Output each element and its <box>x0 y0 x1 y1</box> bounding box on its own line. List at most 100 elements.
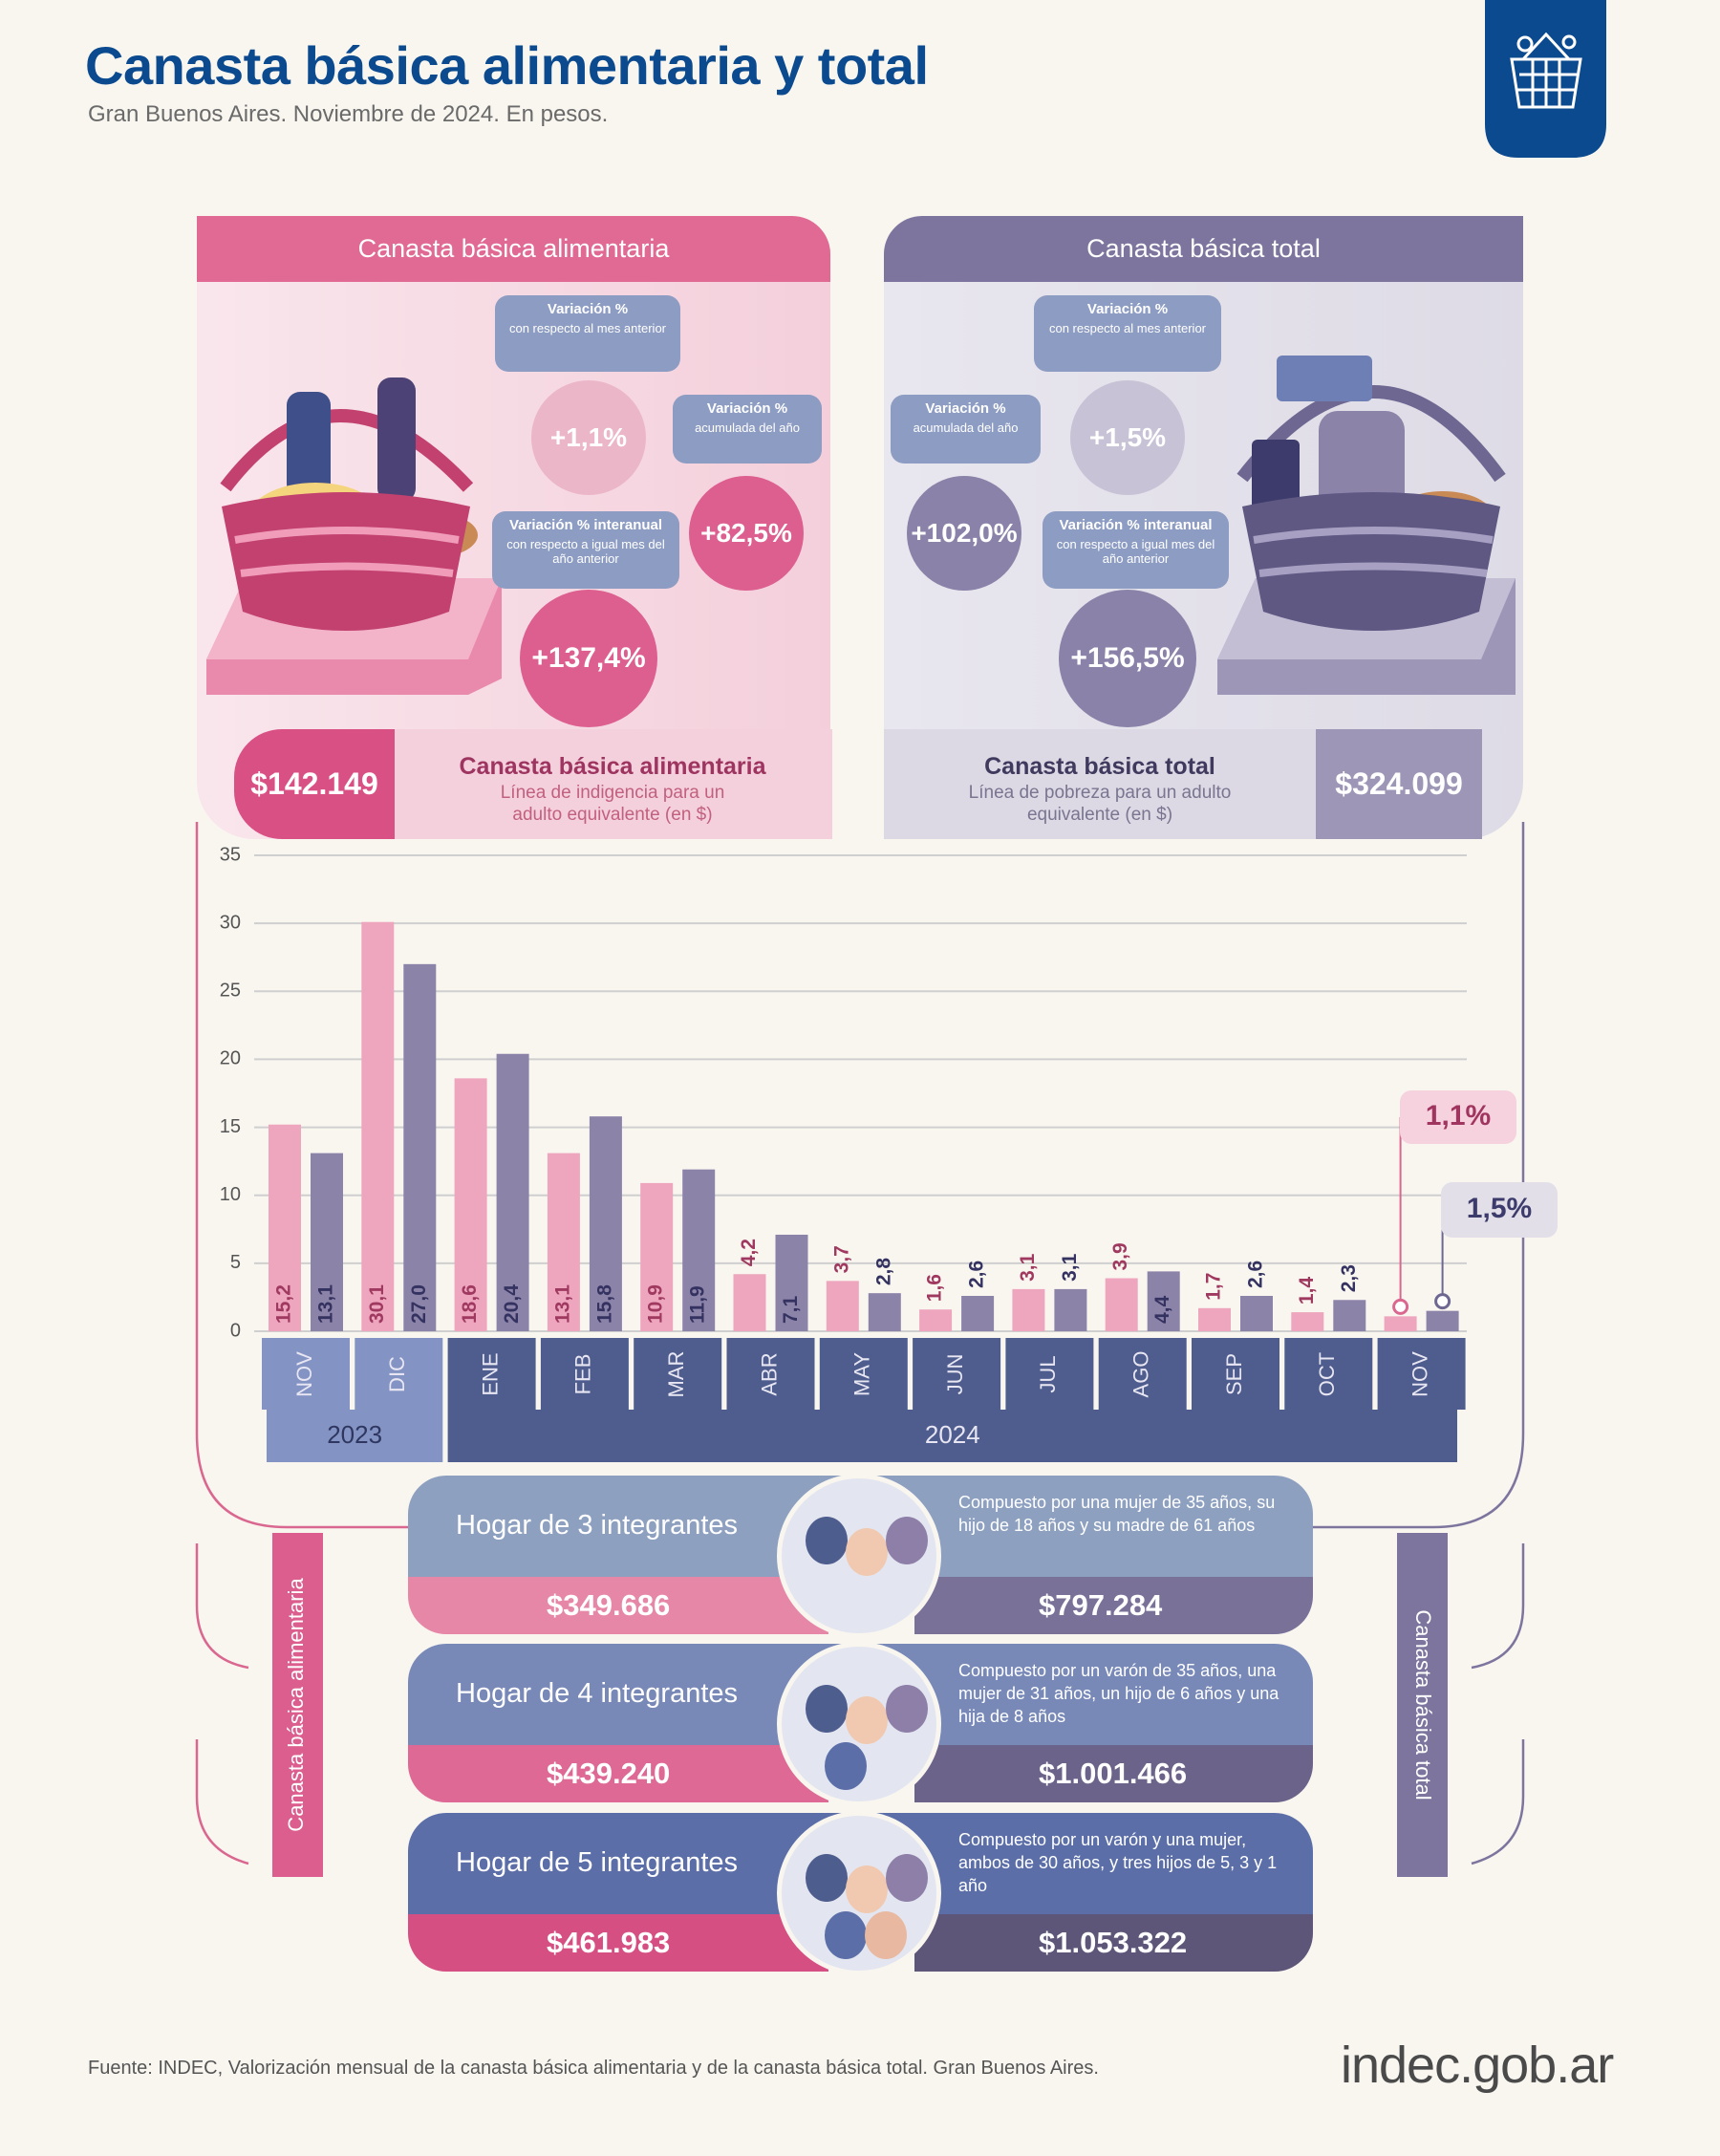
household-cbt: $1.001.466 <box>914 1745 1313 1802</box>
bar <box>1198 1307 1231 1331</box>
amount-note: Línea de indigencia para un adulto equiv… <box>500 783 725 825</box>
side-band <box>1397 1533 1448 1877</box>
year-cell <box>447 1410 1458 1462</box>
variation-note: acumulada del año <box>695 420 800 435</box>
variation-note: acumulada del año <box>913 420 1019 435</box>
variation-note: con respecto a igual mes del año anterio… <box>506 537 665 566</box>
category-cell <box>1005 1338 1094 1410</box>
value-label: 13,1 <box>315 1284 337 1324</box>
bar <box>1054 1288 1087 1331</box>
y-tick-label: 35 <box>220 844 241 865</box>
value-label: 18,6 <box>459 1284 481 1324</box>
value-label: 7,1 <box>780 1295 802 1324</box>
bar <box>454 1078 487 1331</box>
variation-title: Variación % <box>547 301 629 317</box>
x-tick-label: DIC <box>385 1356 409 1392</box>
year-cell <box>267 1410 443 1462</box>
amount-value: $142.149 <box>234 729 395 839</box>
person <box>886 1517 928 1564</box>
category-cell <box>726 1338 815 1410</box>
household-title: Hogar de 5 integrantes <box>456 1847 739 1878</box>
value-label: 4,4 <box>1151 1295 1173 1324</box>
variation-value: +1,1% <box>531 380 646 495</box>
household-title: Hogar de 4 integrantes <box>456 1678 739 1709</box>
variation-tag: Variación % con respecto al mes anterior <box>495 295 680 372</box>
value-label: 2,6 <box>1245 1261 1267 1288</box>
household-cba: $349.686 <box>408 1577 828 1634</box>
value-label: 2,6 <box>966 1261 988 1288</box>
category-cell <box>1192 1338 1279 1410</box>
year-label: 2023 <box>327 1420 382 1449</box>
title: Canasta básica alimentaria y total <box>85 35 929 96</box>
y-tick-label: 20 <box>220 1048 241 1069</box>
bar <box>496 1053 529 1331</box>
year-label: 2024 <box>925 1420 980 1449</box>
y-tick-label: 5 <box>230 1252 241 1273</box>
bar <box>1291 1312 1324 1331</box>
bar <box>403 963 437 1331</box>
variation-tag: Variación % con respecto al mes anterior <box>1034 295 1221 372</box>
bar <box>1147 1271 1180 1331</box>
bar <box>682 1169 716 1331</box>
x-tick-label: SEP <box>1222 1353 1246 1395</box>
x-tick-label: ABR <box>757 1352 781 1395</box>
variation-tag: Variación % acumulada del año <box>891 395 1041 464</box>
amount-value: $324.099 <box>1316 729 1482 839</box>
amount-label: Canasta básica total <box>984 753 1215 780</box>
bar <box>269 1124 301 1331</box>
household-cba: $439.240 <box>408 1745 828 1802</box>
callout-box <box>1441 1182 1558 1238</box>
variation-title: Variación % interanual <box>1059 517 1213 533</box>
value-label: 2,3 <box>1338 1264 1360 1292</box>
household-title: Hogar de 3 integrantes <box>456 1510 739 1541</box>
value-label: 3,7 <box>830 1245 852 1273</box>
household-cba: $461.983 <box>408 1914 828 1972</box>
category-cell <box>1284 1338 1373 1410</box>
bar <box>1240 1296 1273 1331</box>
amount-note: Línea de pobreza para un adulto equivale… <box>968 783 1232 825</box>
person <box>806 1685 848 1733</box>
bar <box>868 1293 901 1331</box>
x-tick-label: AGO <box>1129 1351 1153 1398</box>
x-tick-label: MAY <box>850 1352 874 1396</box>
person <box>806 1854 848 1902</box>
subtitle: Gran Buenos Aires. Noviembre de 2024. En… <box>88 101 609 127</box>
x-tick-label: MAR <box>664 1351 688 1398</box>
value-label: 3,1 <box>1059 1253 1081 1282</box>
x-tick-label: ENE <box>478 1352 502 1395</box>
household-illustration <box>777 1811 941 1975</box>
variation-value: +82,5% <box>689 476 804 591</box>
person <box>846 1528 888 1576</box>
bar <box>919 1309 953 1331</box>
panel-header: Canasta básica total <box>884 216 1523 282</box>
value-label: 1,6 <box>924 1274 946 1302</box>
variation-title: Variación % <box>1086 301 1169 317</box>
household-cbt: $797.284 <box>914 1577 1313 1634</box>
person <box>865 1911 907 1959</box>
callout-marker <box>1434 1293 1451 1310</box>
variation-title: Variación % <box>925 400 1006 417</box>
value-label: 27,0 <box>408 1284 430 1324</box>
x-tick-label: JUL <box>1036 1355 1060 1392</box>
variation-value: +137,4% <box>520 590 657 727</box>
category-cell <box>634 1338 722 1410</box>
person <box>886 1685 928 1733</box>
value-label: 4,2 <box>738 1239 760 1266</box>
household-description: Compuesto por una mujer de 35 años, su h… <box>958 1493 1276 1535</box>
variation-tag: Variación % interanual con respecto a igu… <box>492 511 679 589</box>
amount-label: Canasta básica alimentaria <box>459 753 766 780</box>
person <box>825 1911 867 1959</box>
bar <box>311 1153 343 1331</box>
bar <box>775 1234 808 1331</box>
value-label: 13,1 <box>551 1284 573 1324</box>
value-label: 3,1 <box>1017 1253 1039 1282</box>
bar <box>1333 1300 1366 1331</box>
x-tick-label: FEB <box>571 1354 595 1395</box>
household-illustration <box>777 1474 941 1638</box>
value-label: 2,8 <box>872 1258 894 1286</box>
category-cell <box>819 1338 908 1410</box>
y-tick-label: 25 <box>220 981 241 1002</box>
bar <box>1384 1316 1417 1331</box>
callout-line <box>1399 1116 1402 1307</box>
